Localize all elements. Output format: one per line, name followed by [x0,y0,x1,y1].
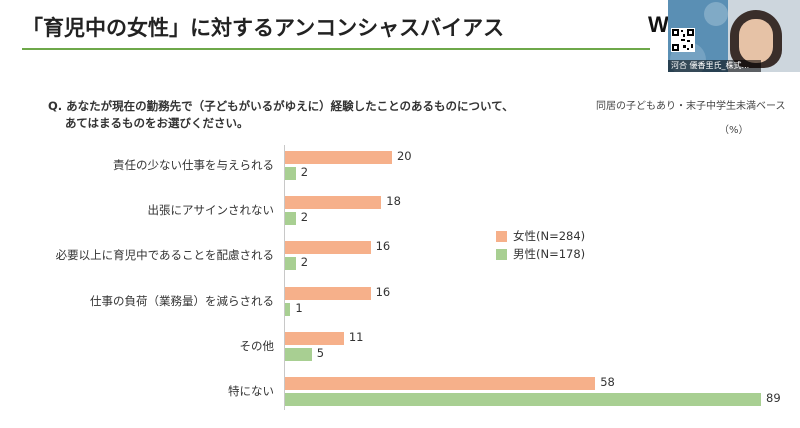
video-participant-tile[interactable]: 河合 優香里氏_株式... [668,0,800,72]
legend-label-female: 女性(N=284) [513,229,586,243]
data-label-male: 5 [316,345,325,360]
data-label-male: 2 [300,165,309,179]
bar-female [285,286,371,300]
data-label-male: 89 [766,391,781,405]
sample-base-note: 同居の子どもあり・末子中学生未満ベース [596,101,786,112]
bar-male [285,302,291,316]
legend-swatch-female [496,231,507,242]
bar-female [285,151,392,164]
survey-question: Q. あなたが現在の勤務先で（子どもがいるがゆえに）経験したことのあるものについ… [48,98,514,132]
data-label-male: 2 [300,210,309,225]
bar-female [285,331,344,345]
data-label-female: 16 [375,284,391,299]
bar-female [285,241,371,255]
bar-male [285,393,761,406]
category-label: 仕事の負荷（業務量）を減らされる [90,293,274,308]
data-label-female: 18 [386,194,401,209]
question-line-2: あてはまるものをお選びください。 [65,116,249,130]
bar-female [285,377,596,390]
legend-label-male: 男性(N=178) [513,247,586,261]
participant-name-label: 河合 優香里氏_株式... [668,60,761,72]
data-label-female: 11 [348,329,364,344]
bar-female [285,196,382,210]
question-line-1: Q. あなたが現在の勤務先で（子どもがいるがゆえに）経験したことのあるものについ… [48,99,514,113]
company-logo: W [648,12,669,37]
category-label: その他 [239,338,275,353]
category-label: 必要以上に育児中であることを配慮される [55,248,274,263]
chart-axis [284,145,285,410]
slide-title: 「育児中の女性」に対するアンコンシャスバイアス [22,16,505,40]
category-label: 特にない [228,384,274,398]
bar-male [285,212,296,226]
title-underline [22,48,650,50]
category-label: 出張にアサインされない [147,203,275,218]
data-label-female: 16 [375,239,391,254]
unit-label: （%） [719,125,749,136]
bar-male [285,347,312,361]
qr-code-icon [671,28,695,52]
data-label-female: 58 [600,375,615,389]
bar-male [285,257,296,271]
bar-male [285,167,296,180]
data-label-female: 20 [396,149,412,163]
category-label: 責任の少ない仕事を与えられる [113,158,274,172]
data-label-male: 2 [300,255,309,270]
data-label-male: 1 [295,300,303,315]
legend-swatch-male [496,249,507,260]
participant-face [739,19,773,63]
